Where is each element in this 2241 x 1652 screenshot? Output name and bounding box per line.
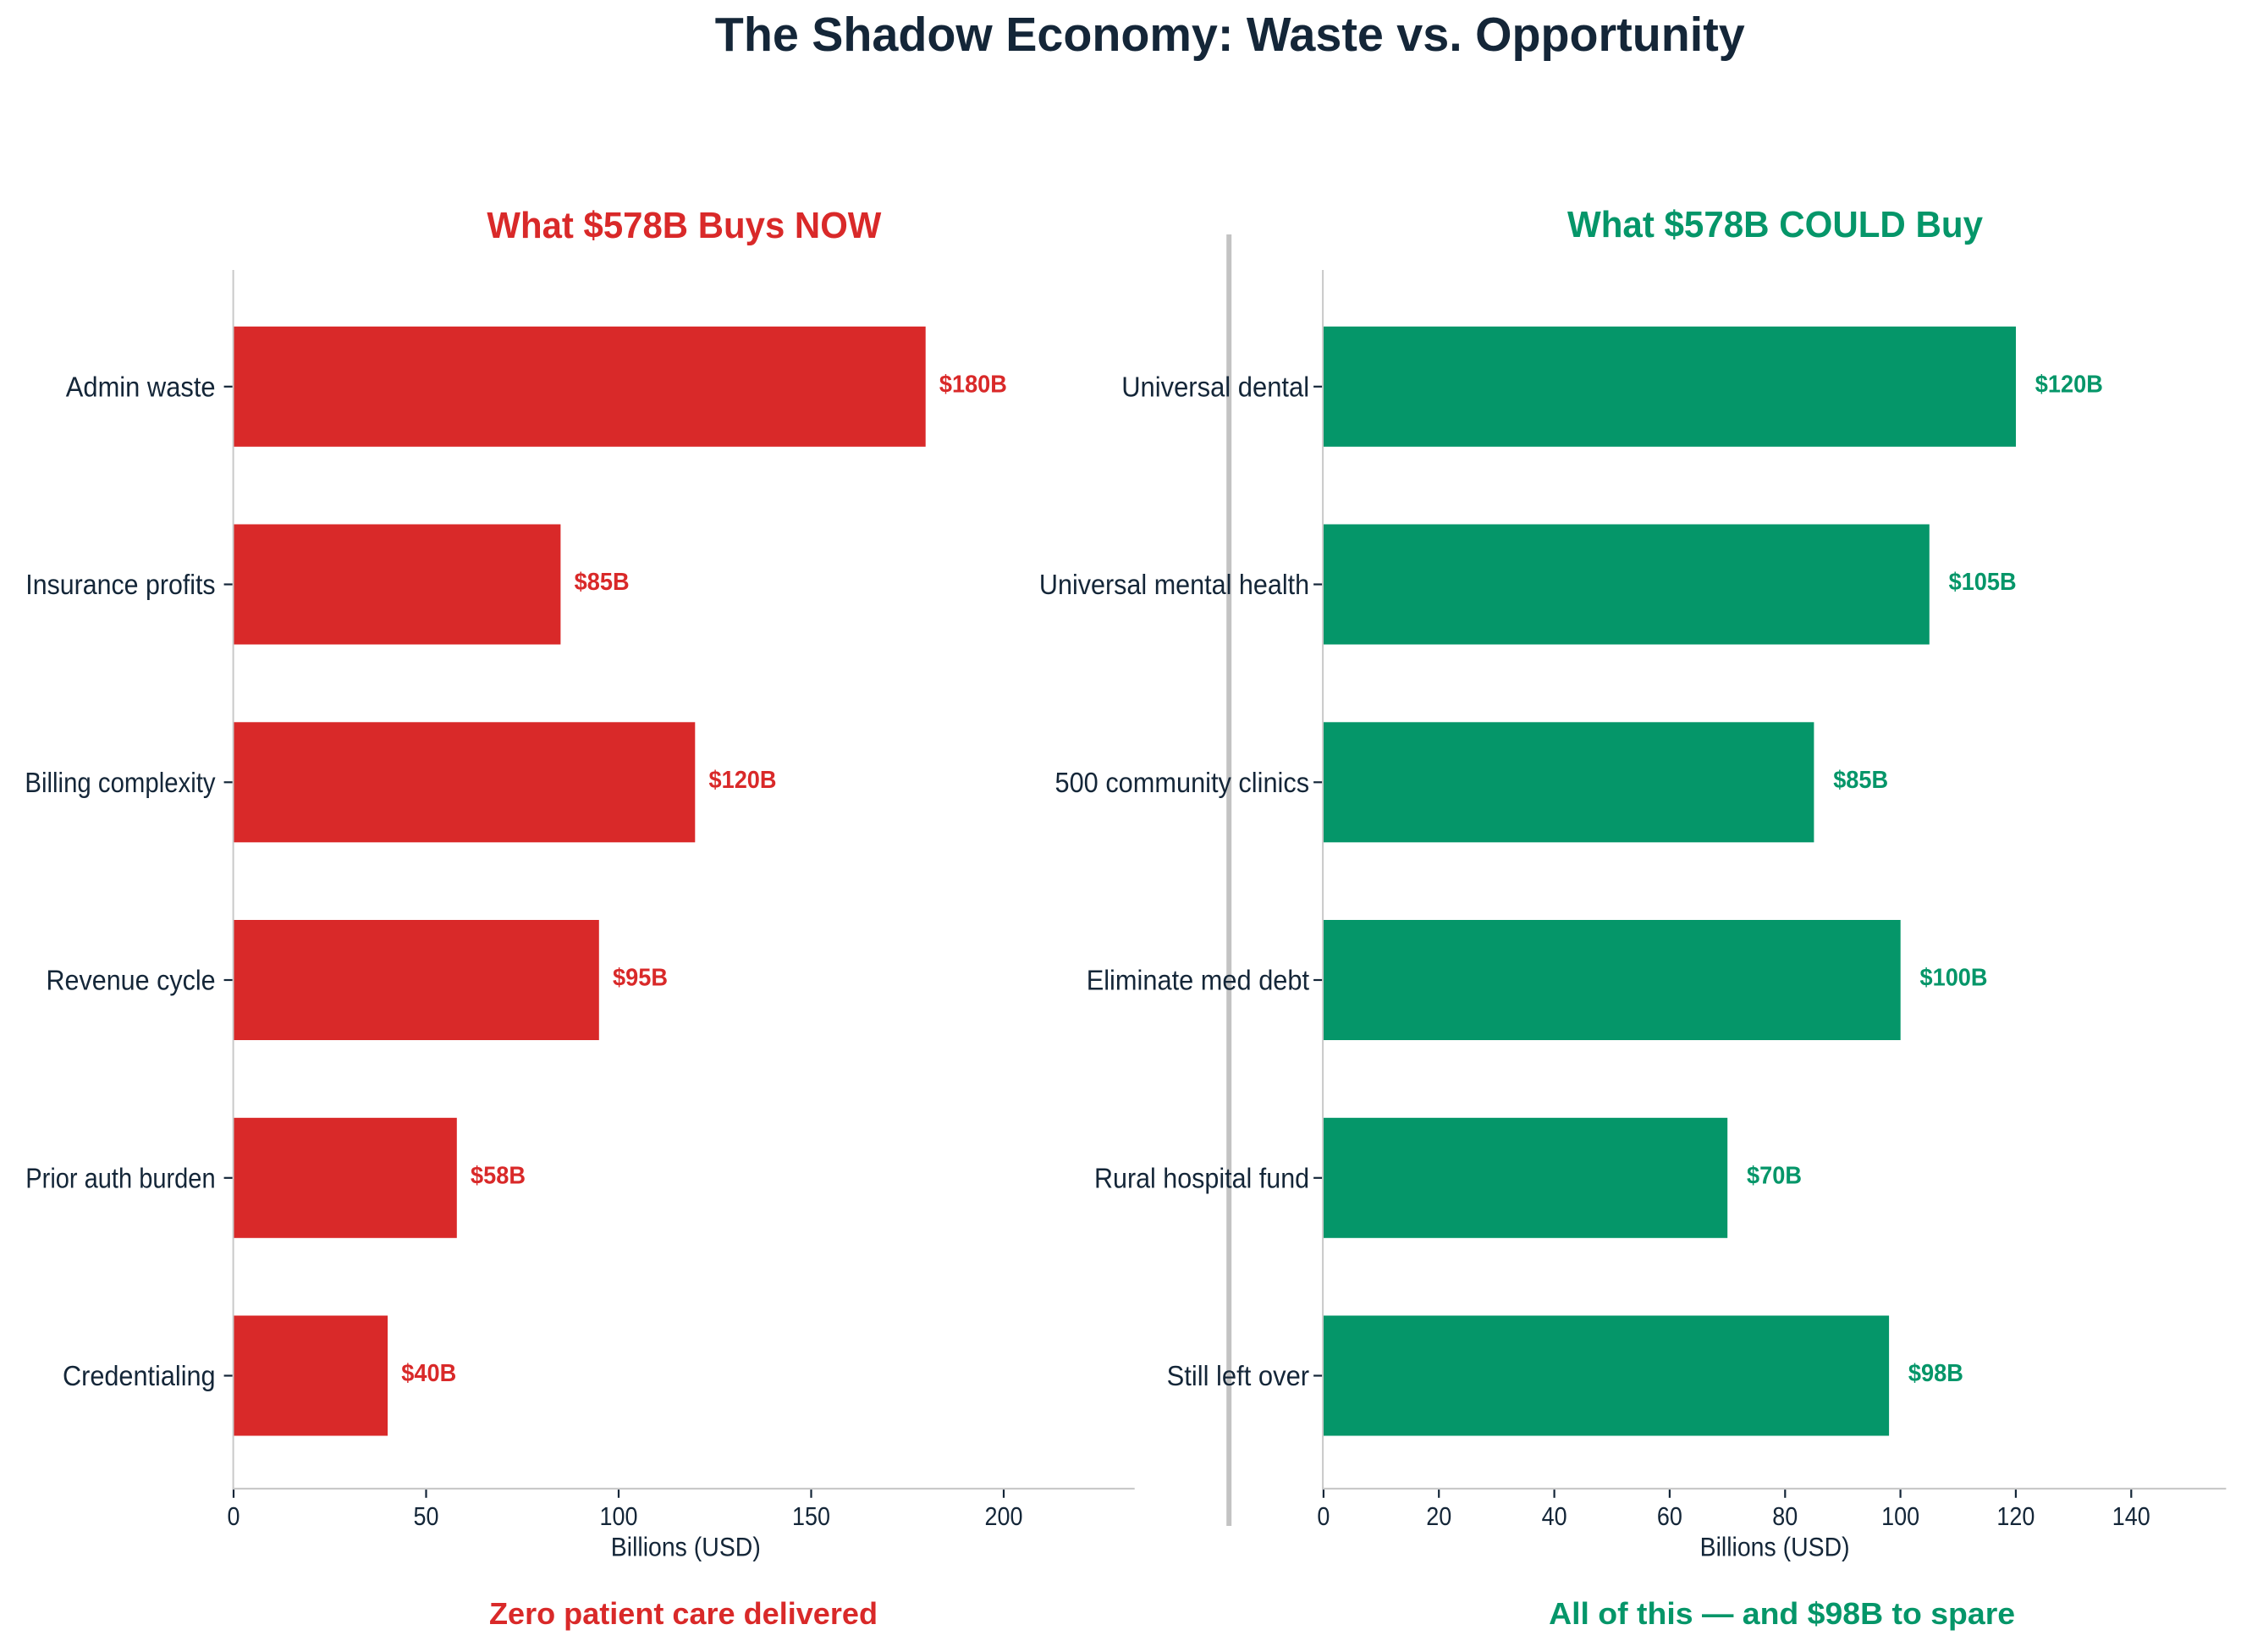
svg-text:The Shadow Economy: Waste vs.: The Shadow Economy: Waste vs. Opportunit… [715,8,1746,61]
svg-text:$95B: $95B [613,965,668,992]
svg-text:$40B: $40B [401,1360,456,1387]
svg-text:$98B: $98B [1908,1360,1963,1387]
svg-text:Revenue cycle: Revenue cycle [47,965,216,996]
svg-text:Prior auth burden: Prior auth burden [25,1162,215,1193]
svg-text:Billions (USD): Billions (USD) [1700,1532,1850,1562]
svg-text:Admin waste: Admin waste [66,371,216,402]
svg-text:0: 0 [1317,1501,1330,1531]
svg-text:$58B: $58B [471,1162,526,1189]
svg-text:80: 80 [1772,1501,1798,1531]
svg-text:$85B: $85B [575,569,630,596]
svg-text:Still left over: Still left over [1167,1360,1310,1391]
svg-text:All of this — and $98B to spar: All of this — and $98B to spare [1549,1596,2015,1631]
svg-text:100: 100 [1881,1501,1919,1531]
svg-text:Zero patient care delivered: Zero patient care delivered [489,1596,878,1631]
svg-text:50: 50 [414,1501,439,1531]
svg-text:Credentialing: Credentialing [63,1360,216,1391]
svg-text:100: 100 [600,1501,638,1531]
svg-text:60: 60 [1657,1501,1682,1531]
svg-text:Billions (USD): Billions (USD) [611,1532,761,1562]
svg-text:$120B: $120B [709,767,777,794]
svg-text:140: 140 [2112,1501,2150,1531]
svg-text:0: 0 [228,1501,240,1531]
svg-text:150: 150 [792,1501,830,1531]
svg-text:What $578B Buys NOW: What $578B Buys NOW [487,206,882,246]
svg-text:$85B: $85B [1833,767,1888,794]
svg-text:200: 200 [985,1501,1023,1531]
svg-text:$100B: $100B [1920,965,1988,992]
svg-text:$120B: $120B [2035,371,2103,398]
svg-text:$105B: $105B [1949,569,2017,596]
svg-text:Rural hospital fund: Rural hospital fund [1094,1162,1309,1193]
svg-text:Billing complexity: Billing complexity [25,767,216,798]
svg-text:500 community clinics: 500 community clinics [1055,767,1310,798]
svg-text:Universal dental: Universal dental [1121,371,1309,402]
svg-text:$180B: $180B [939,371,1007,398]
svg-text:Insurance profits: Insurance profits [25,569,215,600]
svg-text:$70B: $70B [1747,1162,1802,1189]
svg-text:What $578B COULD Buy: What $578B COULD Buy [1567,205,1983,245]
svg-text:20: 20 [1426,1501,1451,1531]
svg-text:40: 40 [1542,1501,1567,1531]
svg-text:Universal mental health: Universal mental health [1039,569,1309,600]
svg-text:120: 120 [1996,1501,2035,1531]
svg-text:Eliminate med debt: Eliminate med debt [1087,965,1309,996]
